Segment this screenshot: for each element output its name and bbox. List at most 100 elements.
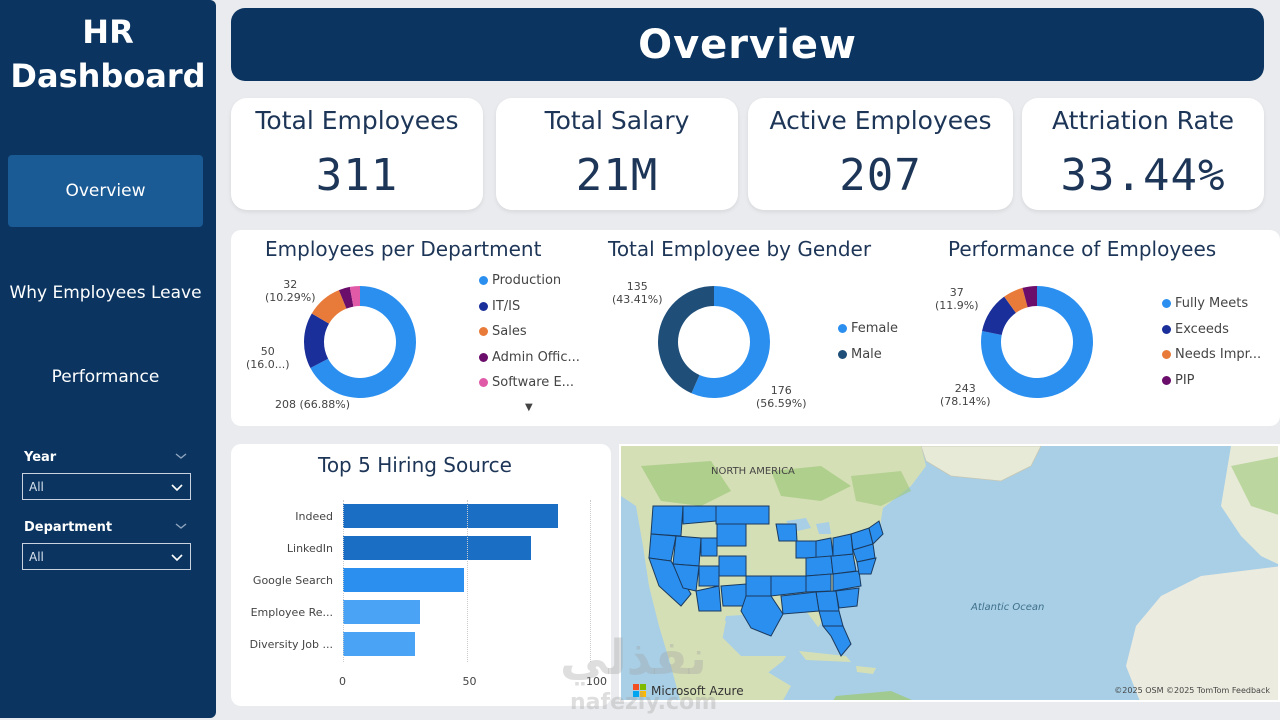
- legend-label: Software E...: [492, 375, 575, 390]
- chevron-down-icon: [171, 484, 183, 492]
- bar-category-label: Indeed: [295, 510, 333, 523]
- kpi-label: Attriation Rate: [1052, 106, 1234, 135]
- map-label-atlantic-ocean: Atlantic Ocean: [971, 602, 1045, 613]
- performance-legend-item[interactable]: Needs Impr...: [1162, 347, 1261, 362]
- nav-why-leave-label: Why Employees Leave: [9, 283, 202, 303]
- map-attribution[interactable]: ©2025 OSM ©2025 TomTom Feedback: [1114, 686, 1270, 695]
- kpi-card-total-employees: Total Employees 311: [231, 98, 483, 210]
- chevron-down-icon: [171, 554, 183, 562]
- gender-slice-male[interactable]: [658, 286, 714, 394]
- data-label-line: (56.59%): [756, 397, 807, 410]
- data-label-line: 37: [949, 286, 964, 299]
- kpi-value: 33.44%: [1060, 150, 1226, 201]
- legend-dot-icon: [1162, 375, 1171, 385]
- department-legend-item[interactable]: IT/IS: [479, 299, 520, 314]
- map-visual[interactable]: NORTH AMERICA Atlantic Ocean Microsoft A…: [619, 444, 1280, 702]
- kpi-label: Total Salary: [544, 106, 690, 135]
- performance-slice-exceeds[interactable]: [982, 296, 1016, 335]
- grid-line: [343, 500, 344, 662]
- kpi-label: Total Employees: [255, 106, 459, 135]
- donut-chart-department[interactable]: [300, 282, 420, 402]
- kpi-card-total-salary: Total Salary 21M: [496, 98, 738, 210]
- nav-overview[interactable]: Overview: [8, 155, 203, 227]
- year-filter-select[interactable]: All: [22, 473, 191, 500]
- performance-slice-fully-meets[interactable]: [981, 286, 1093, 398]
- data-label-male: 135 (43.41%): [612, 280, 663, 306]
- bar-diversity-job[interactable]: [343, 632, 415, 656]
- data-label-line: 50: [260, 345, 275, 358]
- department-slice-sales[interactable]: [311, 290, 347, 324]
- map-label-north-america: NORTH AMERICA: [711, 466, 795, 477]
- data-label-sales: 32 (10.29%): [265, 278, 316, 304]
- title-line2: Dashboard: [10, 57, 206, 95]
- data-label-female: 176 (56.59%): [756, 384, 807, 410]
- performance-legend-item[interactable]: Fully Meets: [1162, 296, 1248, 311]
- nav-overview-label: Overview: [65, 181, 146, 201]
- department-slice-it-is[interactable]: [304, 313, 330, 369]
- bar-category-label: Diversity Job ...: [249, 638, 333, 651]
- chevron-down-icon[interactable]: [174, 449, 188, 463]
- bar-indeed[interactable]: [343, 504, 558, 528]
- microsoft-logo-icon: [633, 684, 646, 697]
- kpi-card-active-employees: Active Employees 207: [748, 98, 1013, 210]
- legend-label: PIP: [1175, 372, 1195, 388]
- bar-employee-re[interactable]: [343, 600, 420, 624]
- performance-legend-item[interactable]: Exceeds: [1162, 322, 1229, 337]
- chevron-down-icon[interactable]: [174, 519, 188, 533]
- x-axis-tick: 0: [339, 675, 346, 688]
- department-legend-item[interactable]: Production: [479, 273, 561, 288]
- department-slice-software-e[interactable]: [349, 286, 360, 307]
- map-brand: Microsoft Azure: [633, 684, 744, 698]
- legend-dot-icon: [838, 324, 847, 333]
- legend-label: Fully Meets: [1175, 296, 1249, 311]
- department-slice-admin-offic[interactable]: [338, 286, 354, 309]
- department-legend-item[interactable]: Admin Offic...: [479, 350, 580, 365]
- department-legend-item[interactable]: Software E...: [479, 375, 574, 390]
- page-header: Overview: [231, 8, 1264, 81]
- bar-google-search[interactable]: [343, 568, 465, 592]
- department-filter-select[interactable]: All: [22, 543, 191, 570]
- legend-dot-icon: [838, 349, 847, 359]
- nav-why-employees-leave[interactable]: Why Employees Leave: [8, 257, 203, 329]
- kpi-value: 207: [839, 150, 922, 201]
- bar-category-label: Employee Re...: [250, 606, 333, 619]
- data-label-line: (10.29%): [265, 291, 316, 304]
- data-label-production: 208 (66.88%): [275, 398, 351, 411]
- chart-title-hiring-source: Top 5 Hiring Source: [318, 453, 512, 477]
- nav-performance[interactable]: Performance: [8, 341, 203, 413]
- department-slice-production[interactable]: [310, 286, 416, 398]
- kpi-label: Active Employees: [769, 106, 992, 135]
- dashboard-title: HR Dashboard: [0, 10, 216, 98]
- legend-dot-icon: [1162, 350, 1171, 359]
- donut-chart-performance[interactable]: [977, 282, 1097, 402]
- bar-category-label: LinkedIn: [286, 542, 333, 555]
- performance-slice-needs-impr[interactable]: [1004, 287, 1028, 313]
- data-label-line: (43.41%): [612, 293, 663, 306]
- legend-label: Admin Offic...: [492, 349, 580, 365]
- gender-slice-female[interactable]: [691, 286, 770, 398]
- legend-dot-icon: [479, 276, 488, 285]
- data-label-line: 243: [954, 382, 976, 395]
- gender-legend-item[interactable]: Male: [838, 347, 882, 362]
- legend-scroll-button[interactable]: ▼: [525, 402, 533, 413]
- gender-legend-item[interactable]: Female: [838, 321, 898, 336]
- data-label-fully-meets: 243 (78.14%): [940, 382, 991, 408]
- kpi-value: 21M: [575, 150, 659, 201]
- performance-slice-pip[interactable]: [1022, 286, 1037, 308]
- department-legend-item[interactable]: Sales: [479, 324, 527, 339]
- donut-chart-gender[interactable]: [654, 282, 774, 402]
- x-axis-tick: 100: [586, 675, 607, 688]
- performance-legend-item[interactable]: PIP: [1162, 373, 1195, 388]
- title-line1: HR: [82, 13, 134, 51]
- legend-label: Exceeds: [1175, 321, 1229, 337]
- data-label-line: (11.9%): [935, 299, 979, 312]
- data-label-line: (78.14%): [940, 395, 991, 408]
- department-filter-value: All: [29, 549, 44, 564]
- sidebar: HR Dashboard Overview Why Employees Leav…: [0, 0, 216, 718]
- chart-title-gender: Total Employee by Gender: [608, 237, 872, 261]
- data-label-itis: 50 (16.0...): [246, 345, 290, 371]
- bar-linkedin[interactable]: [343, 536, 531, 560]
- kpi-value: 311: [315, 150, 399, 201]
- grid-line: [590, 500, 591, 662]
- legend-label: Male: [851, 346, 882, 362]
